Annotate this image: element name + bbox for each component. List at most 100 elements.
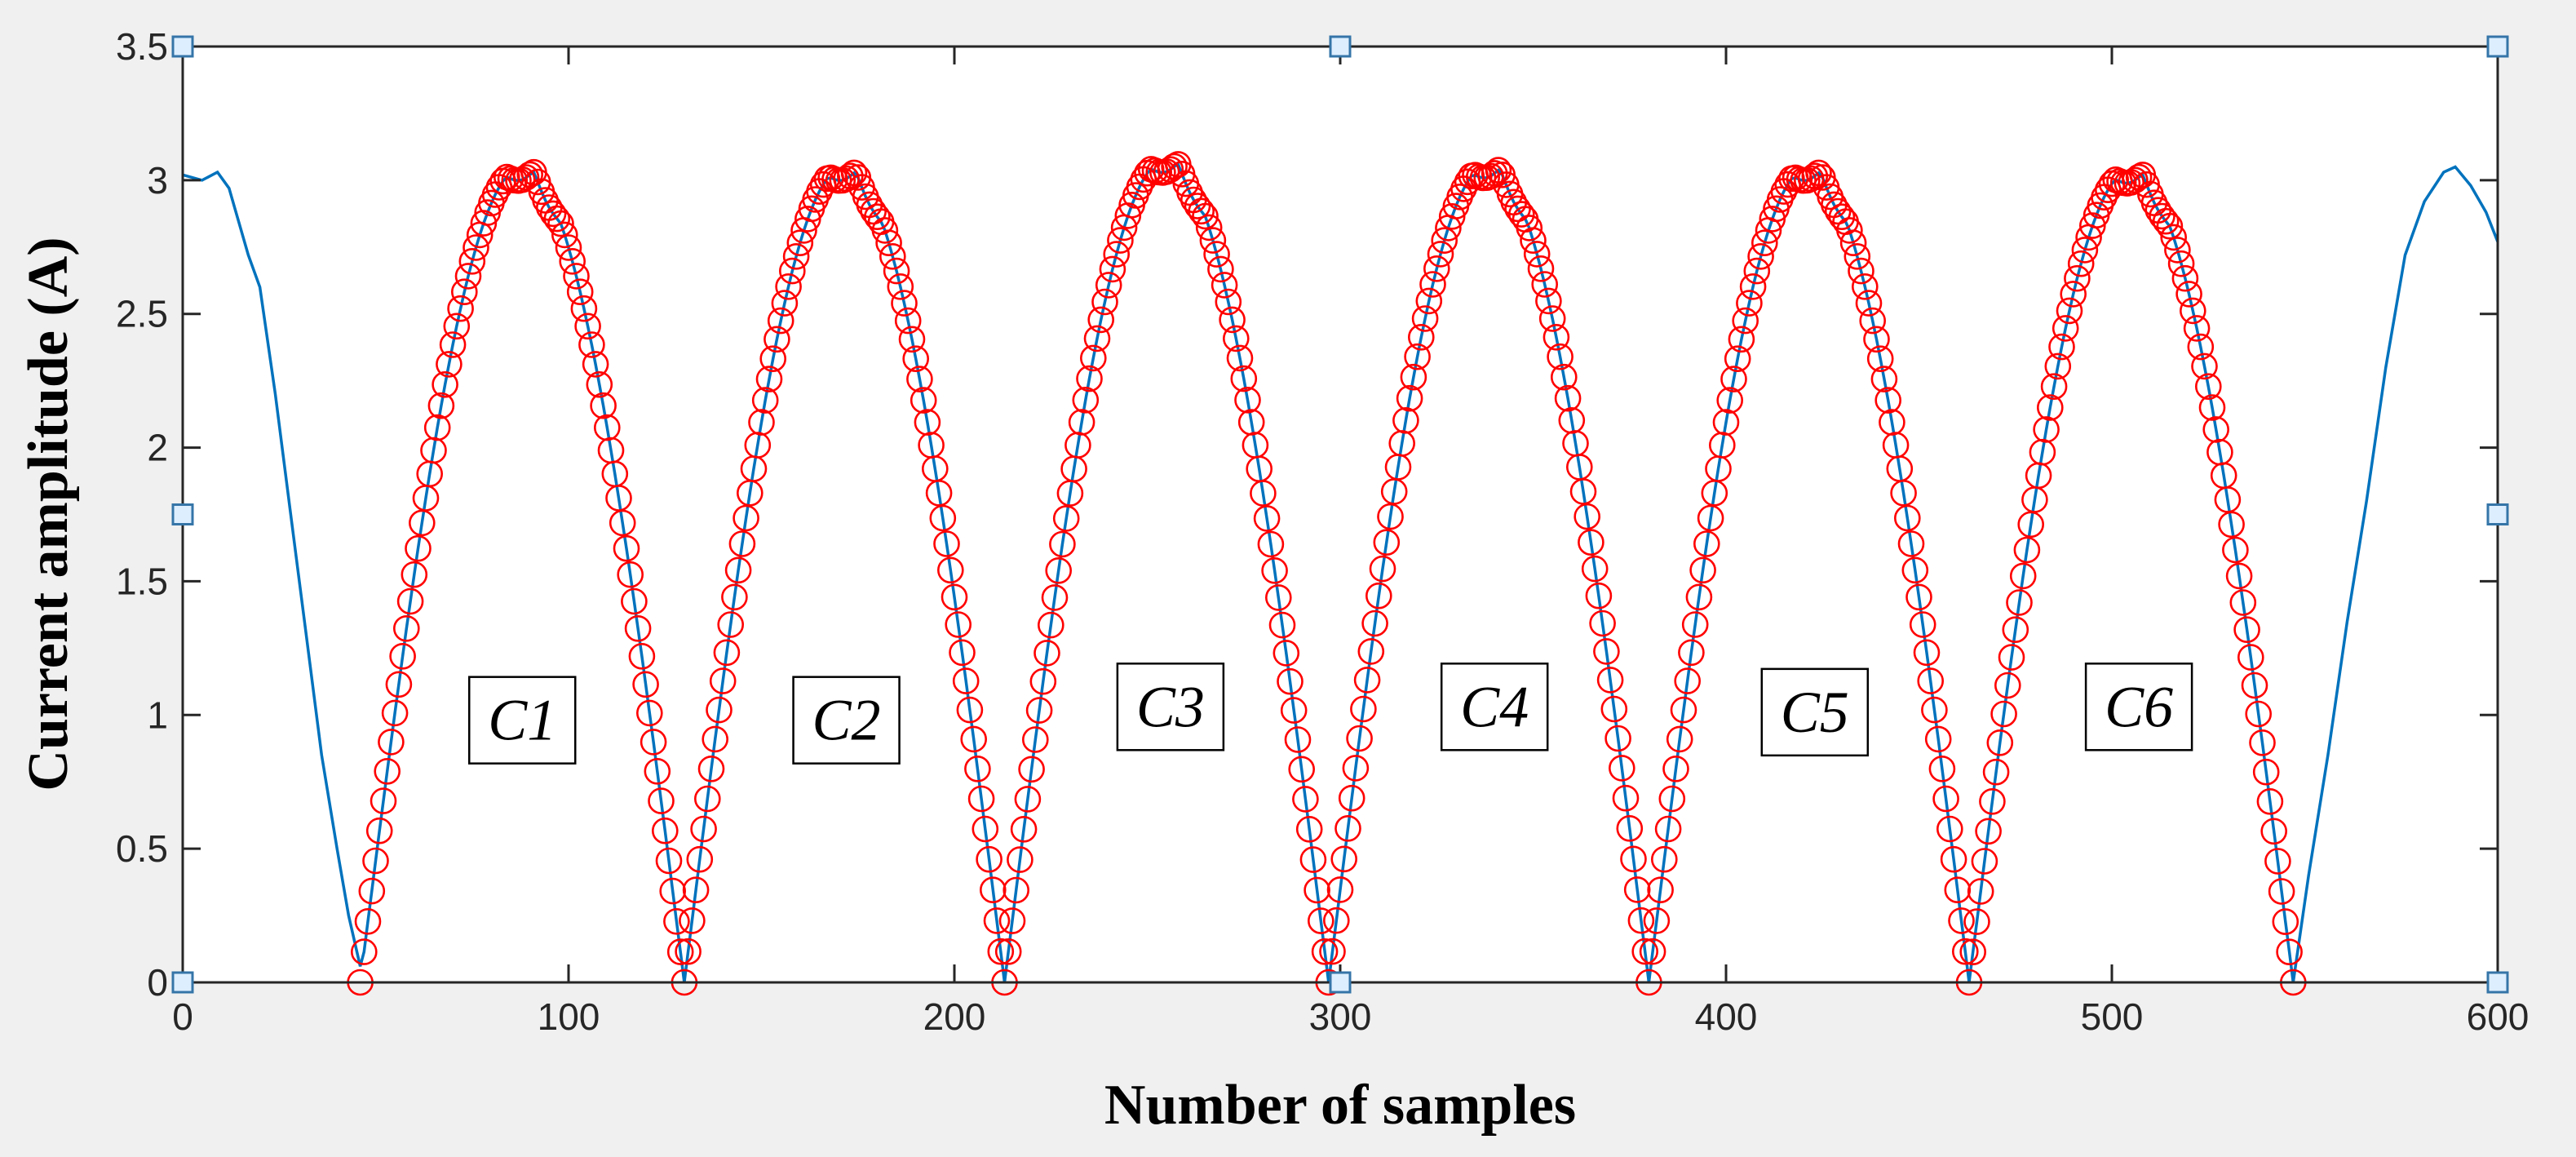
sample-marker <box>1839 229 1867 257</box>
sample-marker <box>1234 386 1261 414</box>
sample-marker <box>1353 667 1381 694</box>
sample-marker <box>1894 504 1921 532</box>
sample-marker <box>906 366 933 392</box>
sample-marker <box>1921 696 1948 724</box>
sample-marker <box>1693 530 1720 557</box>
selection-handle <box>2486 503 2509 525</box>
sample-marker <box>1932 785 1959 813</box>
sample-marker <box>2040 373 2068 401</box>
sample-marker <box>1573 503 1600 530</box>
sample-marker <box>2252 758 2280 786</box>
selection-handle <box>1329 971 1352 994</box>
sample-marker <box>362 847 389 875</box>
sample-marker <box>875 229 902 257</box>
sample-marker <box>987 938 1015 965</box>
sample-marker <box>1662 755 1689 782</box>
sample-marker <box>1400 363 1427 391</box>
sample-marker <box>1897 530 1925 557</box>
selection-handle <box>2486 35 2509 58</box>
cycle-label-box <box>467 676 577 765</box>
sample-marker <box>1342 755 1370 782</box>
sample-marker <box>964 755 991 782</box>
sample-marker <box>1535 287 1562 315</box>
sample-marker <box>2006 589 2033 616</box>
sample-marker <box>2060 281 2087 308</box>
sample-marker <box>2268 878 2295 905</box>
sample-marker <box>748 409 775 436</box>
sample-marker <box>1003 876 1029 904</box>
sample-marker <box>2037 394 2064 421</box>
sample-marker <box>2013 536 2041 564</box>
sample-marker <box>1724 345 1751 373</box>
sample-marker <box>1940 845 1967 873</box>
sample-marker <box>871 217 899 244</box>
sample-marker <box>941 583 968 611</box>
sample-marker <box>640 729 667 756</box>
x-tick-label: 300 <box>1309 995 1372 1038</box>
sample-marker <box>910 387 937 414</box>
sample-marker <box>1411 305 1439 332</box>
sample-marker <box>898 326 926 353</box>
cycle-label-c4: C4 <box>1440 663 1549 751</box>
sample-marker <box>706 696 733 724</box>
sample-marker <box>1199 227 1227 254</box>
sample-marker <box>423 414 451 441</box>
sample-marker <box>555 234 582 261</box>
sample-marker <box>1578 529 1604 556</box>
sample-marker <box>675 938 702 965</box>
x-tick-label: 400 <box>1695 995 1758 1038</box>
sample-marker <box>1014 786 1042 813</box>
sample-marker <box>733 504 759 532</box>
sample-marker <box>2229 589 2257 616</box>
sample-marker <box>902 345 929 373</box>
sample-marker <box>1866 345 1894 373</box>
sample-marker <box>1311 938 1339 965</box>
sample-marker <box>1739 273 1767 300</box>
sample-marker <box>1654 815 1682 843</box>
selection-handle <box>171 35 194 58</box>
sample-marker <box>1843 242 1871 270</box>
sample-marker <box>679 907 706 934</box>
sample-marker <box>1620 845 1647 873</box>
sample-marker <box>1369 555 1396 583</box>
sample-marker <box>663 908 690 935</box>
sample-marker <box>1616 814 1644 842</box>
sample-marker <box>929 504 957 532</box>
sample-marker <box>1936 815 1963 843</box>
sample-marker <box>1045 556 1072 584</box>
sample-marker <box>1674 667 1701 694</box>
sample-marker <box>1732 307 1759 335</box>
sample-marker <box>609 509 636 537</box>
sample-marker <box>635 699 663 727</box>
sample-marker <box>976 845 1003 873</box>
sample-marker <box>2160 224 2187 251</box>
sample-marker <box>1508 201 1535 228</box>
sample-marker <box>563 263 590 290</box>
sample-marker <box>980 876 1007 903</box>
sample-marker <box>582 351 609 378</box>
sample-marker <box>1944 876 1972 903</box>
sample-marker <box>693 785 721 813</box>
sample-marker <box>1076 365 1103 392</box>
sample-marker <box>1751 229 1778 257</box>
sample-marker <box>458 247 486 275</box>
ticks-layer: 0 100 200 300 400 500 600 0 0.5 1 1.5 2 2.5 3 3.5 <box>116 25 2529 1038</box>
sample-marker <box>1716 387 1743 414</box>
y-axis-title: Current amplitude (A) <box>17 237 80 791</box>
cycle-label-text: C4 <box>1460 674 1529 739</box>
y-tick-label: 2 <box>147 427 168 469</box>
sample-marker <box>1041 584 1069 611</box>
sample-marker <box>2245 700 2272 728</box>
sample-marker <box>644 757 671 785</box>
sample-marker <box>1855 290 1883 317</box>
sample-marker <box>1971 848 1998 875</box>
sample-marker <box>1828 203 1856 231</box>
sample-marker <box>1080 344 1107 372</box>
sample-marker <box>2233 616 2260 644</box>
sample-marker <box>358 877 386 905</box>
sample-marker <box>1377 503 1404 530</box>
sample-marker <box>786 229 814 257</box>
sample-marker <box>2256 787 2284 815</box>
selection-handle <box>171 503 194 525</box>
sample-marker <box>1226 344 1254 372</box>
